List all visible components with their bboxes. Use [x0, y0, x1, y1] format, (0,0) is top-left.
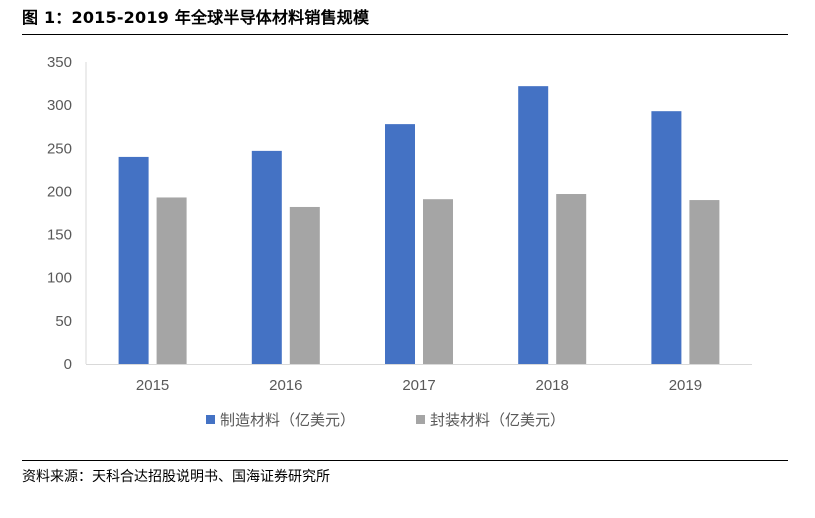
source-note: 资料来源：天科合达招股说明书、国海证券研究所 [22, 469, 330, 485]
y-tick-label: 200 [47, 183, 72, 200]
bar-manufacturing-2018 [518, 86, 549, 364]
legend-label: 封装材料（亿美元） [430, 411, 565, 429]
legend-swatch [206, 415, 215, 424]
y-tick-label: 350 [47, 54, 72, 71]
x-tick-label: 2015 [136, 377, 169, 394]
figure-title: 图 1：2015-2019 年全球半导体材料销售规模 [22, 8, 370, 27]
y-tick-label: 100 [47, 270, 72, 287]
bar-packaging-2016 [289, 206, 320, 364]
y-tick-label: 150 [47, 227, 72, 244]
y-tick-label: 50 [55, 313, 72, 330]
bottom-divider [22, 460, 788, 461]
legend: 制造材料（亿美元） 封装材料（亿美元） [206, 411, 565, 429]
bar-packaging-2017 [423, 199, 453, 364]
x-tick-label: 2017 [402, 377, 435, 394]
top-divider [22, 34, 788, 35]
legend-swatch [416, 415, 425, 424]
x-tick-label: 2016 [269, 377, 302, 394]
bar-manufacturing-2016 [251, 150, 282, 364]
bar-packaging-2019 [689, 200, 720, 364]
y-axis: 0 50 100 150 200 250 300 350 [47, 54, 87, 373]
bars [118, 86, 720, 364]
bar-manufacturing-2017 [385, 124, 415, 364]
x-tick-label: 2018 [536, 377, 569, 394]
y-tick-label: 300 [47, 97, 72, 114]
x-tick-label: 2019 [669, 377, 702, 394]
y-tick-label: 250 [47, 140, 72, 157]
bar-packaging-2015 [156, 197, 187, 364]
bar-manufacturing-2015 [118, 156, 149, 364]
bar-packaging-2018 [556, 194, 587, 364]
x-axis: 2015 2016 2017 2018 2019 [86, 364, 752, 394]
legend-label: 制造材料（亿美元） [220, 411, 355, 429]
bar-manufacturing-2019 [651, 111, 682, 364]
y-tick-label: 0 [64, 356, 72, 373]
